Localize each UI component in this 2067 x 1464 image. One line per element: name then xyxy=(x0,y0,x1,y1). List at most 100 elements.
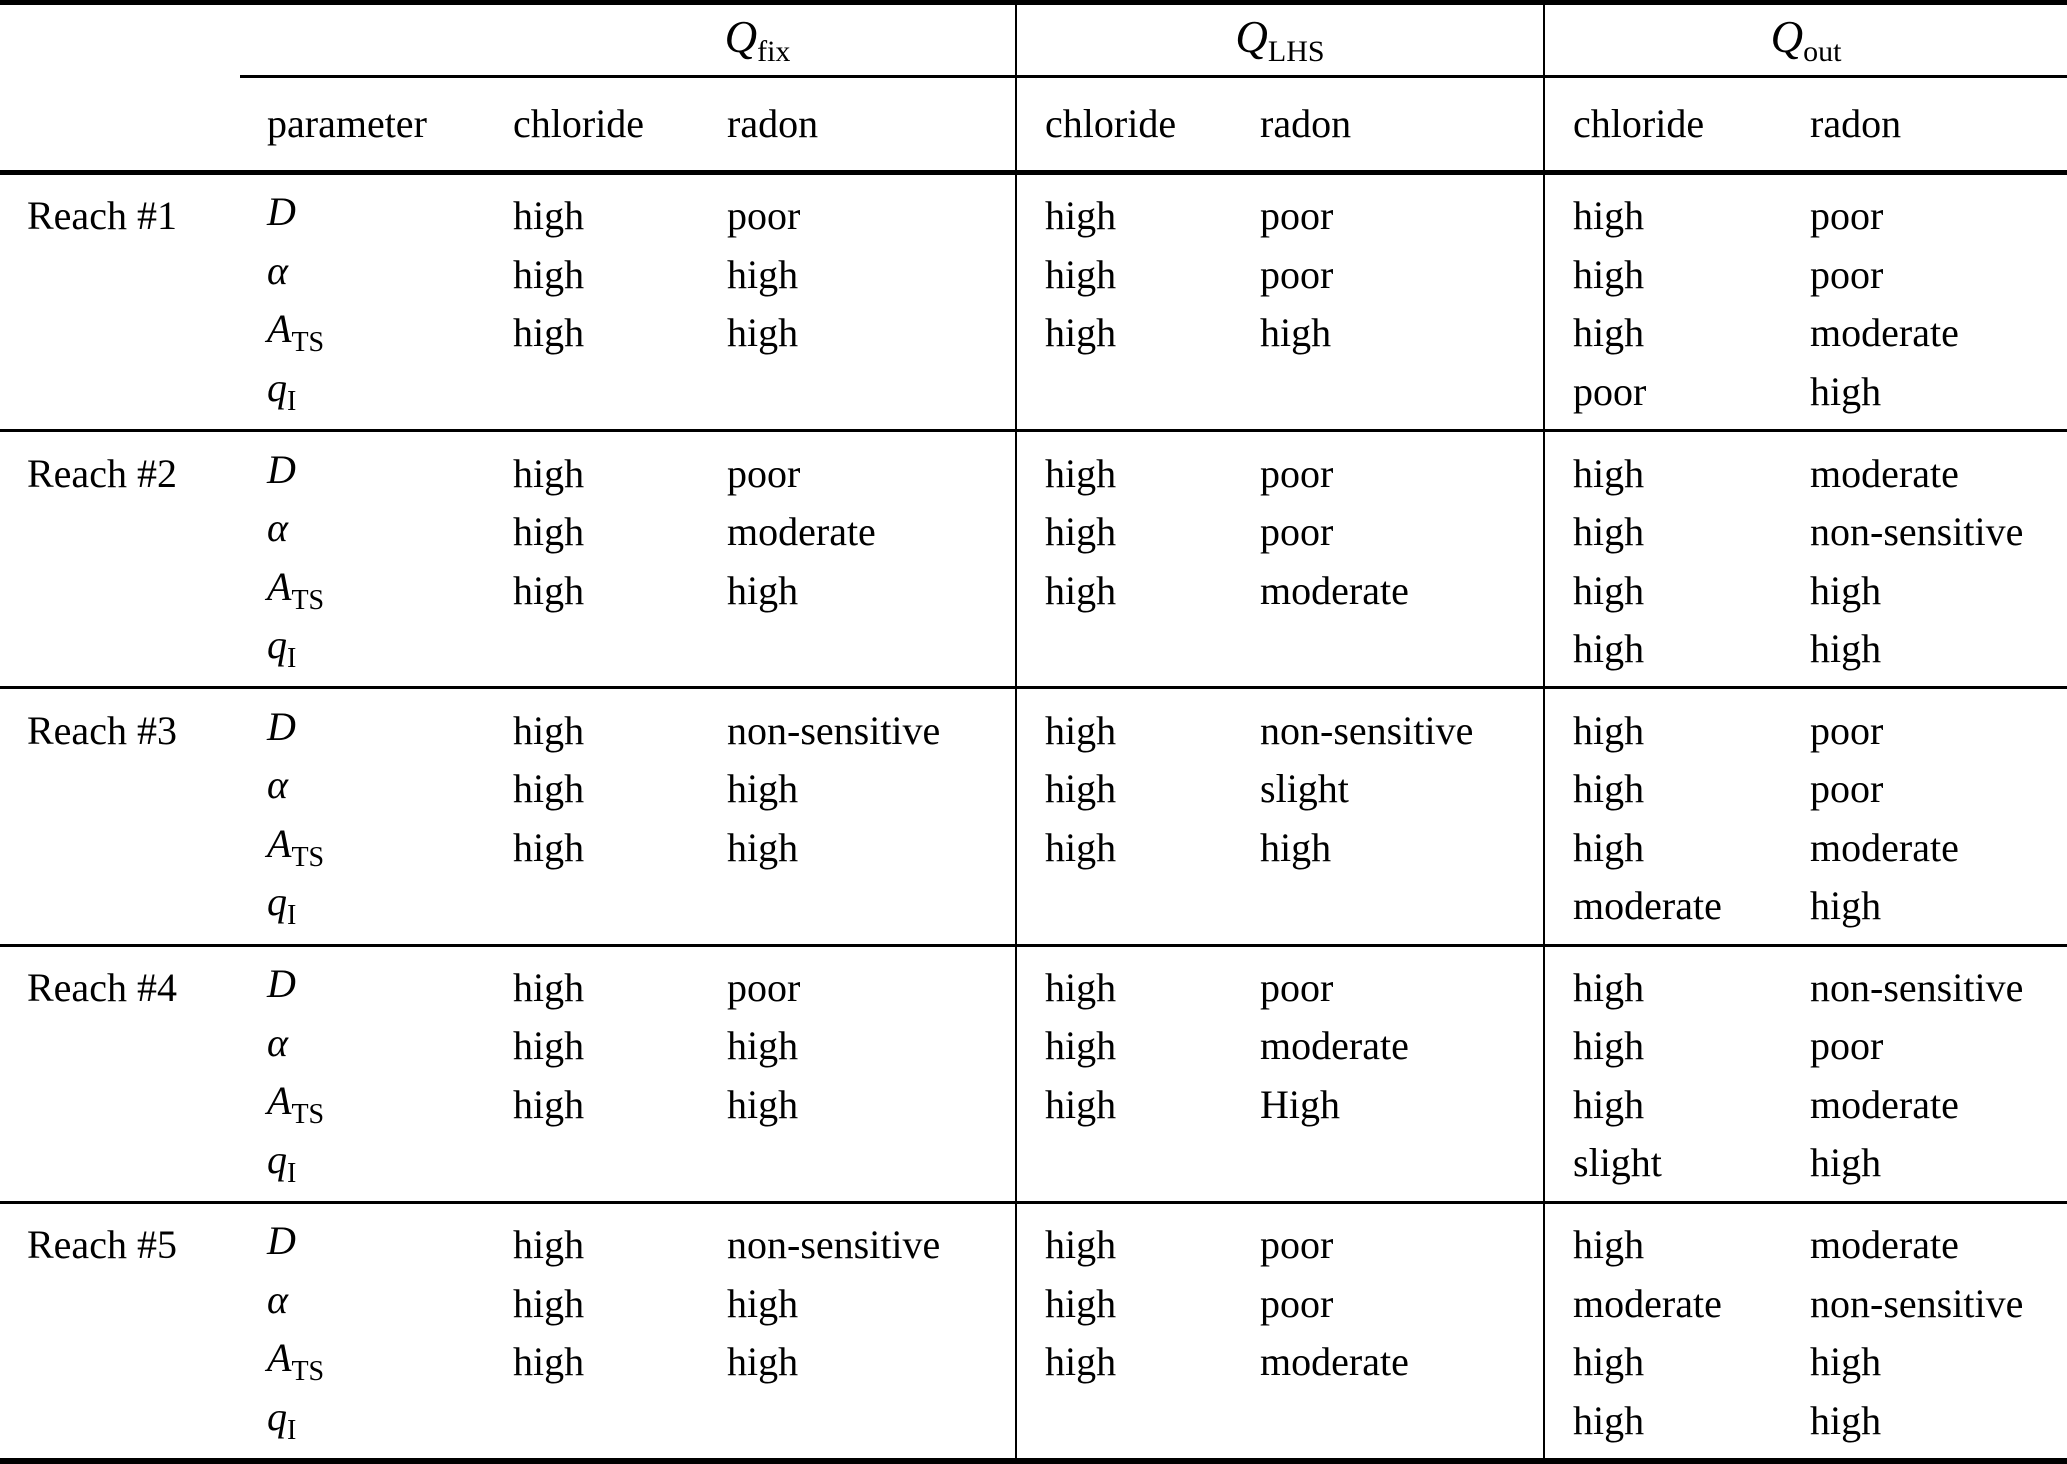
qlhs-radon-value xyxy=(1248,1391,1544,1461)
qout-chloride-value: moderate xyxy=(1543,876,1798,946)
table-row: ATS high high high high high moderate xyxy=(0,818,2067,877)
table-row: α high high high moderate high poor xyxy=(0,1017,2067,1076)
param-subscript: I xyxy=(287,900,297,932)
qfix-radon-value: high xyxy=(727,1339,799,1385)
param-symbol: A xyxy=(267,1078,292,1124)
qout-chloride-header: chloride xyxy=(1543,76,1798,175)
table-row: α high moderate high poor high non-sensi… xyxy=(0,502,2067,562)
param-name: D xyxy=(240,429,500,503)
qlhs-chloride-value: high xyxy=(1015,1332,1249,1392)
param-name: ATS xyxy=(240,304,500,362)
qfix-chloride-value xyxy=(500,363,715,431)
param-subscript: TS xyxy=(291,327,325,359)
qfix-chloride-value: high xyxy=(500,429,715,503)
qout-radon-value: moderate xyxy=(1810,824,1959,870)
qfix-chloride-value: high xyxy=(513,251,585,297)
qout-chloride-value: high xyxy=(1543,686,1798,760)
qlhs-chloride-value xyxy=(1015,619,1249,688)
qfix-radon-value: high xyxy=(727,1023,799,1069)
param-symbol: D xyxy=(267,446,296,492)
qlhs-radon-value: poor xyxy=(1248,1200,1545,1275)
section-reach-3: Reach #3 D high non-sensitive high non-s… xyxy=(0,686,2067,946)
qfix-radon-value: non-sensitive xyxy=(715,686,1017,760)
param-name: qI xyxy=(240,1134,500,1202)
param-name: α xyxy=(240,246,500,304)
reach-label-empty xyxy=(0,561,240,619)
table-row: Reach #4 D high poor high poor high non-… xyxy=(0,943,2067,1018)
param-symbol: q xyxy=(267,364,287,410)
qout-radon-value: high xyxy=(1810,1339,1882,1385)
qout-chloride-value: moderate xyxy=(1543,1274,1798,1333)
param-name: α xyxy=(240,503,500,561)
table-row: ATS high high high moderate high high xyxy=(0,561,2067,620)
table-row: α high high high poor high poor xyxy=(0,245,2067,305)
param-name: qI xyxy=(240,1391,500,1461)
qfix-chloride-value xyxy=(500,1134,715,1202)
qlhs-chloride-value: high xyxy=(1015,1017,1249,1076)
table-row: ATS high high high high high moderate xyxy=(0,304,2067,363)
param-symbol: D xyxy=(267,960,296,1006)
param-symbol: q xyxy=(267,1136,287,1182)
qfix-chloride-value: high xyxy=(500,686,715,760)
param-name: ATS xyxy=(240,1333,500,1392)
section-reach-4: Reach #4 D high poor high poor high non-… xyxy=(0,943,2067,1203)
group-header-qfix: Qfix xyxy=(500,2,1017,78)
qout-radon-value: poor xyxy=(1797,686,2067,760)
qlhs-radon-value: poor xyxy=(1260,509,1334,555)
reach-label: Reach #1 xyxy=(27,193,177,239)
param-symbol: α xyxy=(267,762,288,808)
qlhs-chloride-value: high xyxy=(1015,1274,1249,1333)
section-reach-5: Reach #5 D high non-sensitive high poor … xyxy=(0,1200,2067,1461)
reach-label-empty xyxy=(0,304,240,362)
table-row: qI high high xyxy=(0,619,2067,688)
param-symbol: A xyxy=(267,306,292,352)
qlhs-chloride-value: high xyxy=(1015,502,1249,562)
qlhs-radon-value: slight xyxy=(1260,766,1349,812)
param-subscript: TS xyxy=(291,1356,325,1388)
table-row: α high high high slight high poor xyxy=(0,760,2067,819)
reach-label-empty xyxy=(0,818,240,876)
qfix-chloride-value xyxy=(500,620,715,688)
qlhs-chloride-value xyxy=(1015,876,1249,946)
reach-label-empty xyxy=(0,620,240,688)
qlhs-chloride-value: high xyxy=(1015,686,1249,760)
table-row: ATS high high high moderate high high xyxy=(0,1332,2067,1392)
qlhs-radon-value: high xyxy=(1260,310,1332,356)
param-symbol: D xyxy=(267,189,296,235)
qlhs-chloride-value: high xyxy=(1015,429,1249,503)
param-symbol: A xyxy=(267,1335,292,1381)
qlhs-radon-header: radon xyxy=(1248,76,1545,175)
qfix-chloride-value: high xyxy=(513,1280,585,1326)
table-row: qI slight high xyxy=(0,1134,2067,1203)
param-name: D xyxy=(240,943,500,1018)
qfix-radon-value: poor xyxy=(727,193,801,239)
qfix-radon-value: high xyxy=(727,824,799,870)
qlhs-chloride-value: high xyxy=(1015,1200,1249,1275)
qfix-radon-value: high xyxy=(727,567,799,613)
reach-label-empty xyxy=(0,363,240,431)
table-row: Reach #1 D high poor high poor high poor xyxy=(0,172,2067,246)
qout-radon-value: moderate xyxy=(1797,1200,2067,1275)
qlhs-chloride-header: chloride xyxy=(1015,76,1249,175)
qout-chloride-value: high xyxy=(1543,172,1798,246)
qlhs-chloride-value: high xyxy=(1015,943,1249,1018)
qout-chloride-value: high xyxy=(1543,502,1798,562)
qlhs-radon-value: poor xyxy=(1248,429,1545,503)
param-symbol: q xyxy=(267,879,287,925)
qlhs-chloride-value: high xyxy=(1015,172,1249,246)
qfix-radon-value: poor xyxy=(715,943,1017,1018)
qlhs-radon-value: moderate xyxy=(1260,1023,1409,1069)
param-symbol: q xyxy=(267,622,287,668)
qlhs-radon-value xyxy=(1248,363,1544,431)
qout-radon-value: moderate xyxy=(1810,310,1959,356)
table-row: Reach #2 D high poor high poor high mode… xyxy=(0,429,2067,503)
section-reach-1: Reach #1 D high poor high poor high poor… xyxy=(0,172,2067,431)
qlhs-radon-value xyxy=(1248,620,1544,688)
param-name: D xyxy=(240,1200,500,1275)
qfix-chloride-value: high xyxy=(500,943,715,1018)
qout-radon-value: poor xyxy=(1810,1023,1884,1069)
qlhs-chloride-value xyxy=(1015,362,1249,431)
qfix-chloride-value: high xyxy=(513,567,585,613)
qfix-chloride-value: high xyxy=(513,1081,585,1127)
